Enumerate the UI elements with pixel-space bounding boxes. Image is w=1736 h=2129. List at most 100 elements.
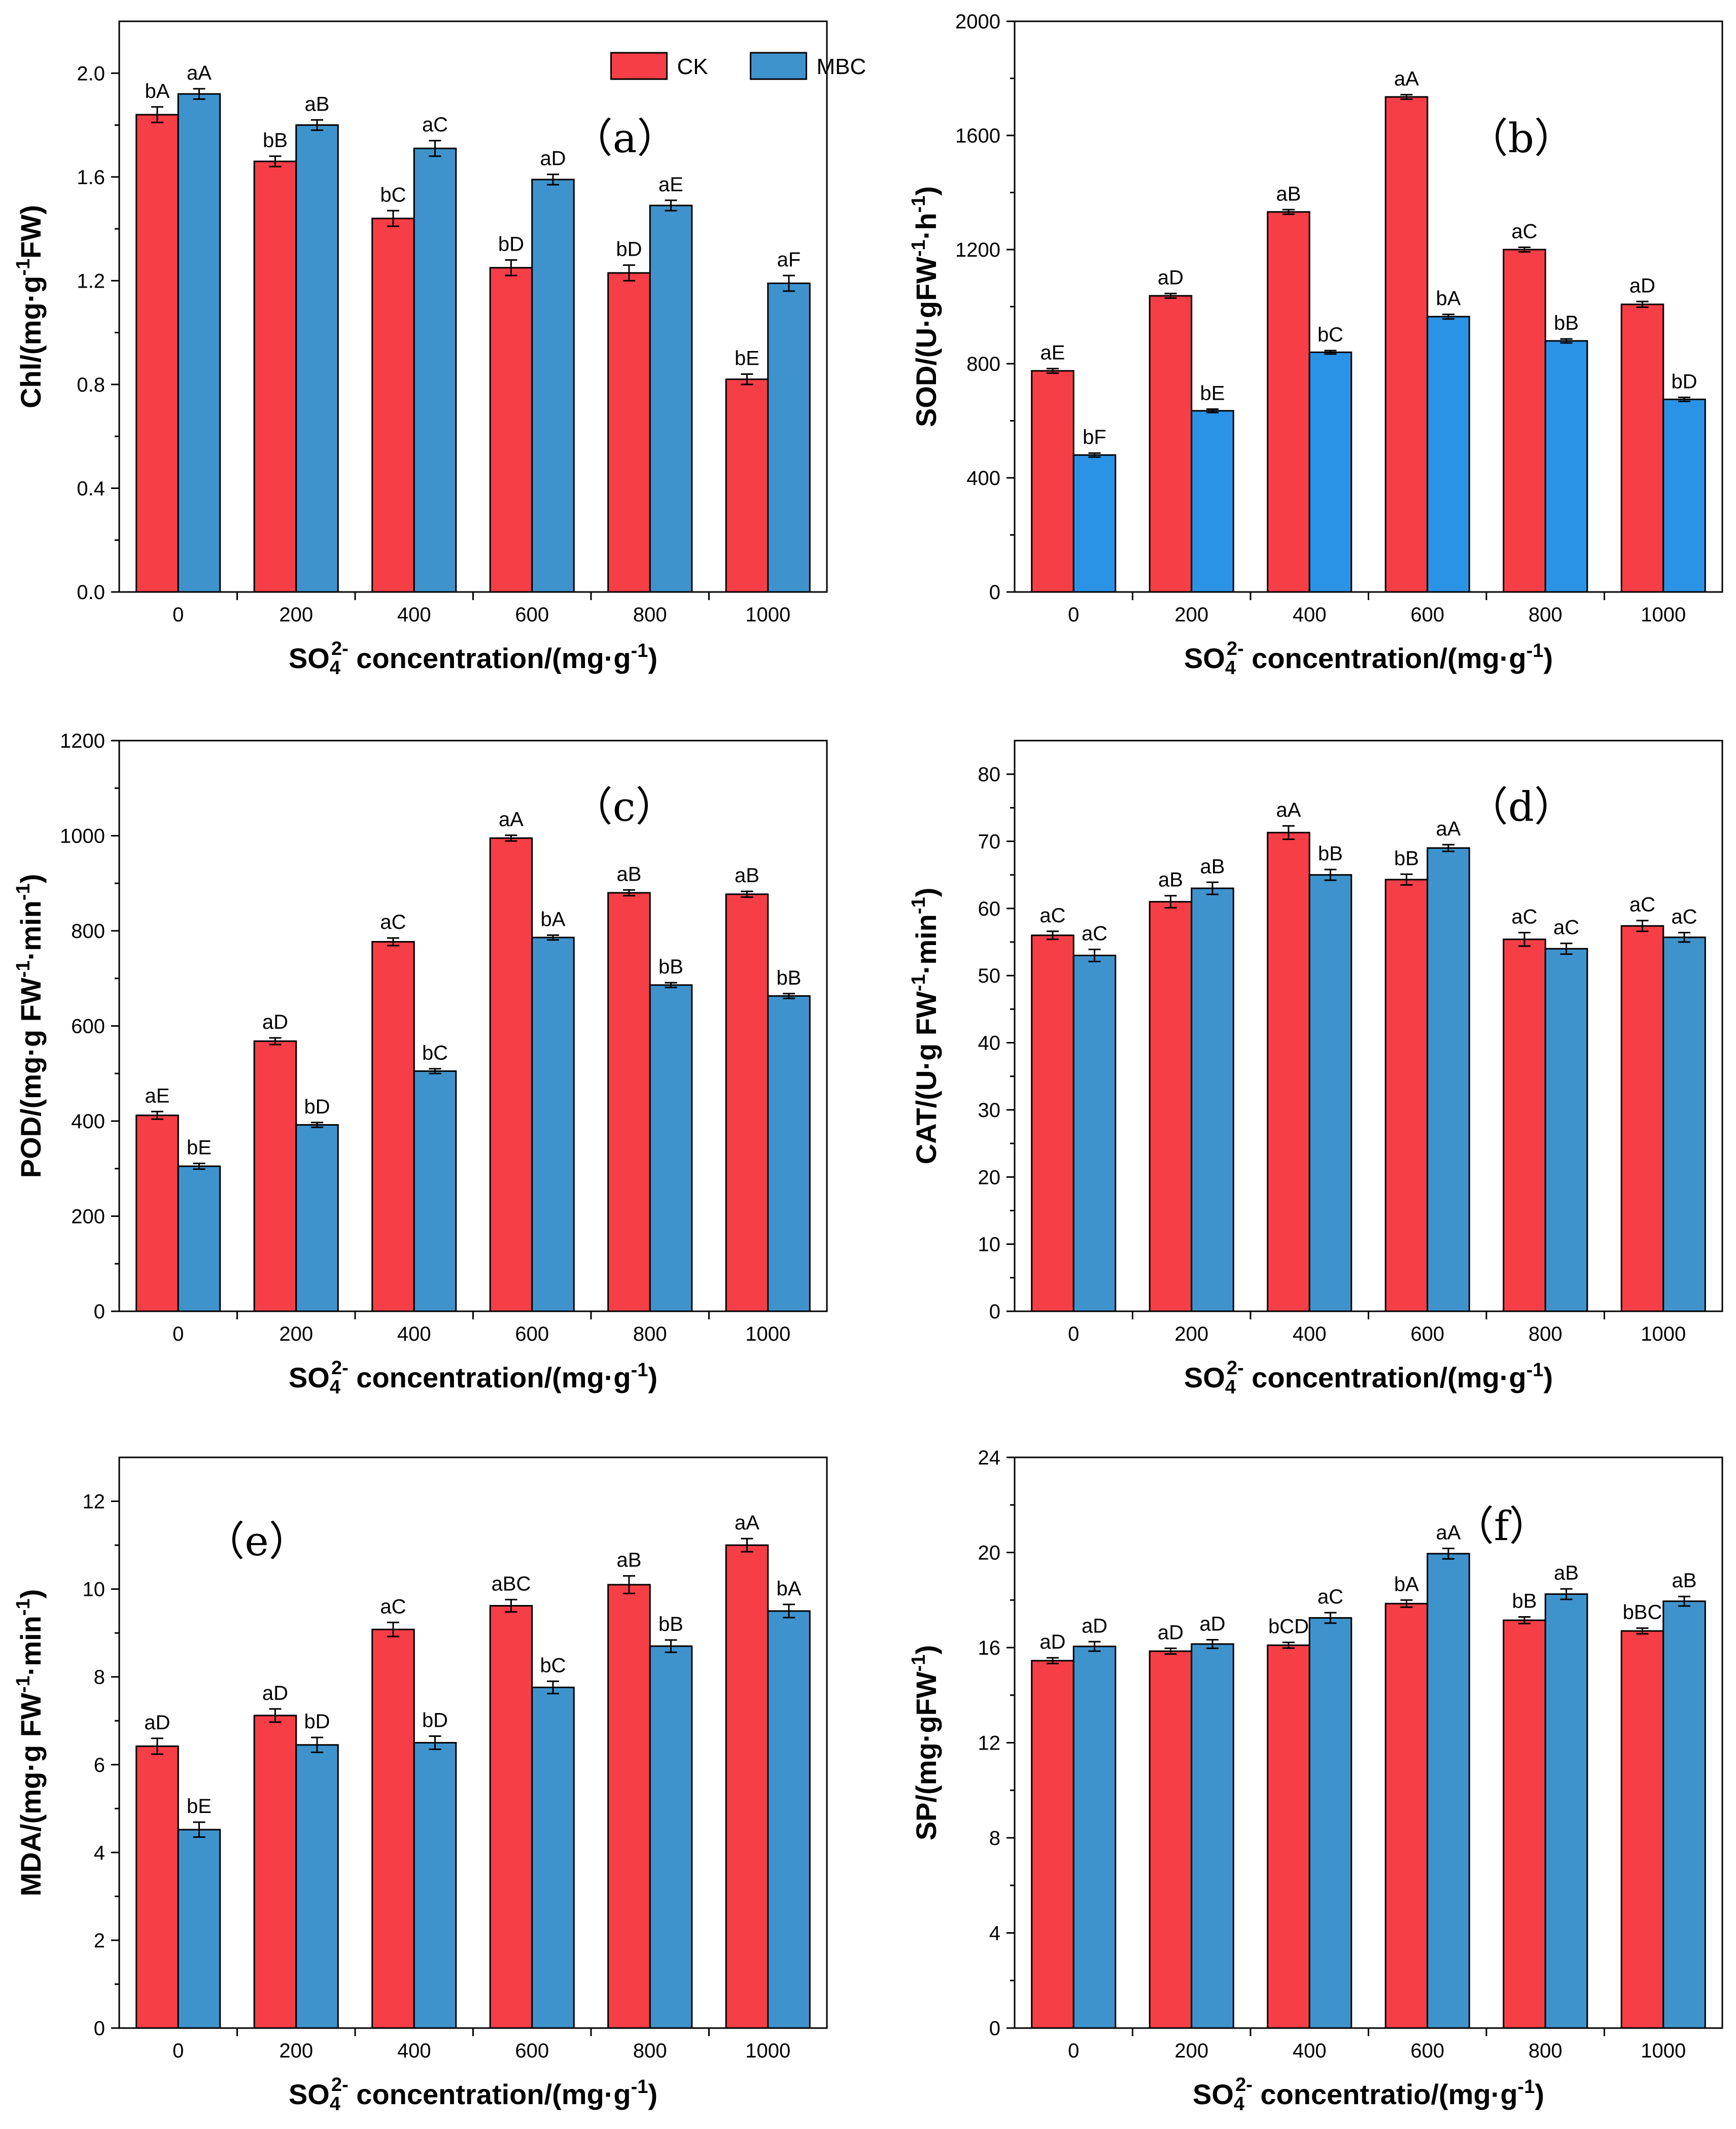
y-tick-label: 400 [966, 467, 1000, 490]
y-tick-label: 60 [978, 898, 1001, 920]
significance-label: bC [422, 1042, 448, 1064]
error-bar [387, 937, 399, 947]
significance-label: bC [540, 1654, 566, 1677]
bar-ck [135, 114, 179, 593]
bar-mbc [1544, 1593, 1588, 2029]
y-tick-label: 40 [978, 1032, 1001, 1055]
legend-swatch-ck [610, 52, 668, 80]
y-axis-label: SP/(mg·gFW-1) [908, 1645, 942, 1840]
significance-label: aB [1672, 1569, 1697, 1592]
significance-label: aD [1158, 267, 1184, 289]
y-tick-label: 2000 [955, 11, 1000, 33]
bar-mbc [1191, 887, 1234, 1312]
error-bar [1046, 1657, 1059, 1664]
y-tick-label: 0.0 [77, 581, 105, 604]
error-bar [1282, 825, 1295, 841]
bar-ck [1031, 370, 1074, 593]
bar-mbc [1191, 410, 1234, 593]
significance-label: bB [1554, 312, 1579, 334]
error-bar [1400, 1599, 1413, 1608]
plot-frame [118, 740, 828, 1312]
error-bar [741, 890, 753, 898]
y-tick-label: 80 [978, 763, 1001, 786]
error-bar [1164, 895, 1177, 909]
x-tick-label: 800 [633, 1323, 667, 1345]
y-tick-label: 0 [94, 2017, 105, 2040]
bar-ck [371, 218, 415, 593]
bar-mbc [767, 282, 811, 593]
bar-mbc [177, 93, 221, 593]
bar-ck [135, 1114, 179, 1312]
error-bar [622, 889, 635, 897]
x-tick-label: 800 [633, 2040, 667, 2062]
x-tick-label: 800 [1529, 1323, 1563, 1345]
bar-ck [1503, 938, 1546, 1312]
y-tick-label: 50 [978, 965, 1001, 987]
panel-label: （e） [204, 1518, 309, 1565]
significance-label: bB [658, 1613, 683, 1635]
x-tick-label: 400 [397, 604, 431, 626]
x-tick-label: 800 [633, 604, 667, 626]
error-bar [311, 119, 324, 131]
error-bar [151, 1110, 163, 1120]
bar-mbc [295, 1124, 339, 1312]
bar-mbc [1191, 1643, 1234, 2029]
bar-mbc [1072, 955, 1117, 1312]
bar-ck [371, 1628, 415, 2029]
y-tick-label: 0 [989, 2017, 1000, 2040]
x-tick-label: 1000 [1641, 2040, 1686, 2062]
error-bar [1442, 1548, 1455, 1560]
error-bar [547, 1680, 560, 1695]
panel-label: （b） [1468, 115, 1575, 162]
significance-label: bC [1317, 324, 1343, 346]
error-bar [783, 993, 795, 999]
y-axis-label: POD/(mg·g FW-1·min-1) [13, 874, 47, 1178]
plot-frame [1014, 1456, 1723, 2029]
bar-ck [725, 893, 769, 1312]
y-tick-label: 0 [989, 1301, 1000, 1323]
error-bar [622, 264, 635, 282]
significance-label: aE [658, 173, 683, 196]
y-tick-label: 70 [978, 831, 1001, 853]
significance-label: aA [1276, 799, 1301, 821]
x-tick-label: 200 [279, 2040, 313, 2062]
bar-ck [1031, 1660, 1074, 2029]
error-bar [1442, 844, 1455, 852]
legend-swatch-mbc [750, 52, 808, 80]
plot-frame [118, 20, 828, 593]
error-bar [151, 106, 163, 123]
x-tick-label: 0 [1068, 2040, 1079, 2062]
bar-ck [1384, 96, 1429, 593]
bar-ck [1149, 1650, 1193, 2029]
error-bar [783, 1603, 795, 1619]
significance-label: aE [1040, 342, 1065, 364]
bar-mbc [1308, 1617, 1352, 2029]
x-tick-label: 400 [1293, 604, 1327, 626]
error-bar [1400, 94, 1413, 100]
significance-label: aC [1082, 923, 1107, 945]
significance-label: aC [1511, 906, 1537, 928]
y-tick-label: 20 [978, 1542, 1001, 1564]
x-tick-label: 1000 [1641, 604, 1686, 626]
significance-label: bCD [1268, 1616, 1309, 1638]
error-bar [505, 259, 517, 276]
error-bar [1206, 1639, 1219, 1649]
significance-label: aD [144, 1712, 170, 1734]
bar-ck [1620, 1630, 1664, 2029]
x-tick-label: 1000 [745, 604, 790, 626]
x-axis-label: SO42- concentratio/(mg·g-1) [1193, 2074, 1544, 2115]
error-bar [1282, 1642, 1295, 1649]
significance-label: aD [1629, 274, 1655, 297]
chart-panel-f: aD aD bCD bA bB bBC aD aD aC aA aB aB 0 4 8 12 16 20 24 0 20… [908, 1447, 1723, 2115]
error-bar [1560, 338, 1573, 344]
significance-label: bD [304, 1711, 330, 1733]
significance-label: aA [1394, 68, 1419, 90]
error-bar [1164, 1647, 1177, 1655]
error-bar [741, 373, 753, 386]
error-bar [1206, 408, 1219, 413]
significance-label: aC [380, 911, 406, 933]
significance-label: bD [498, 233, 524, 255]
error-bar [429, 1735, 441, 1750]
x-tick-label: 200 [279, 1323, 313, 1345]
